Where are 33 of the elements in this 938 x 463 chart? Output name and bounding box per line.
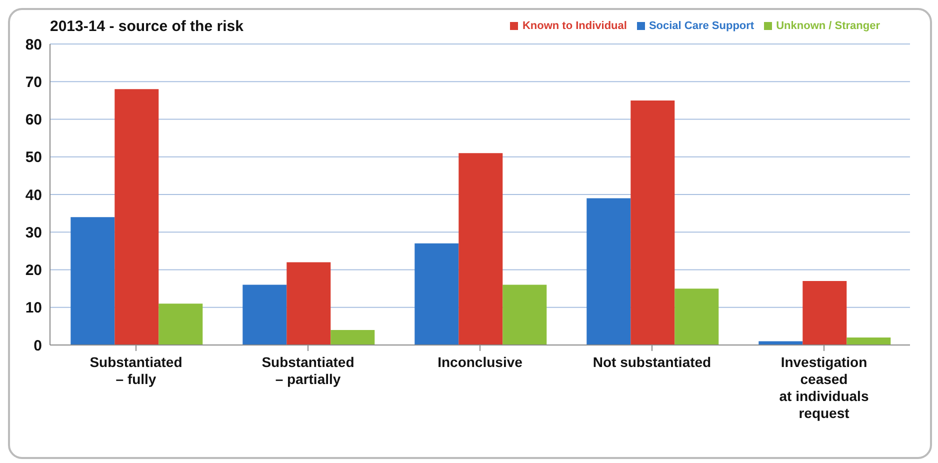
bar: [458, 153, 503, 345]
bar: [114, 89, 159, 345]
y-tick-label: 40: [25, 186, 42, 204]
bar: [674, 288, 719, 345]
y-tick-label: 30: [25, 224, 42, 242]
bar: [414, 243, 459, 345]
bar: [70, 217, 115, 345]
chart-title: 2013-14 - source of the risk: [50, 18, 244, 35]
bar: [630, 100, 675, 345]
legend-label: Unknown / Stranger: [776, 20, 880, 32]
y-tick-label: 80: [25, 36, 42, 54]
x-tick-label: Substantiated – fully: [90, 354, 182, 387]
bar: [502, 284, 547, 345]
bar: [802, 281, 847, 345]
y-tick-label: 70: [25, 74, 42, 91]
y-tick-label: 0: [34, 337, 42, 354]
y-tick-label: 10: [25, 300, 42, 317]
bar: [242, 284, 287, 345]
y-tick-label: 20: [25, 262, 42, 280]
legend-label: Social Care Support: [648, 20, 754, 32]
bar: [158, 304, 203, 345]
x-tick-label: Not substantiated: [592, 354, 712, 370]
bar: [330, 330, 375, 345]
y-tick-label: 60: [25, 112, 42, 129]
x-tick-label: Investigation ceased at individuals request: [779, 354, 869, 421]
bar: [586, 198, 631, 345]
x-tick-label: Substantiated – partially: [262, 354, 354, 387]
y-tick-label: 50: [25, 149, 42, 166]
bar: [758, 341, 803, 345]
bar: [846, 337, 891, 345]
bar: [286, 262, 331, 345]
x-tick-label: Inconclusive: [438, 354, 523, 370]
legend-label: Known to Individual: [522, 20, 627, 32]
